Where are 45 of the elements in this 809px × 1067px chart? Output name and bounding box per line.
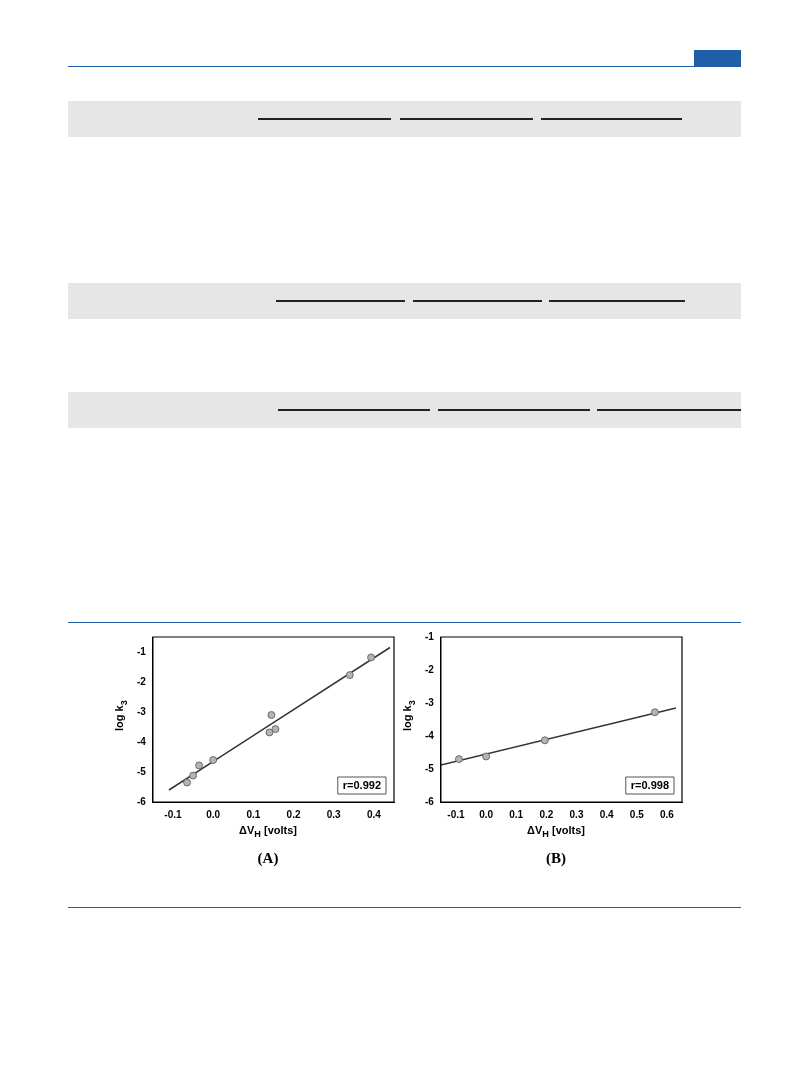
y-tick-label: -2 xyxy=(136,675,147,687)
y-tick-label: -4 xyxy=(136,735,147,747)
point xyxy=(455,755,463,763)
y-tick-label: -6 xyxy=(424,795,435,807)
x-tick-label: 0.2 xyxy=(539,808,554,820)
y-tick-label: -1 xyxy=(424,630,435,642)
text: (B) xyxy=(545,850,567,867)
text: (A) xyxy=(256,850,280,867)
x-tick-label: -0.1 xyxy=(447,808,466,820)
x-tick-label: 0.3 xyxy=(569,808,584,820)
annotation: r=0.998 xyxy=(630,779,669,792)
y-tick-label: -2 xyxy=(424,663,435,675)
x-axis-title: ΔV$_{H}$ [volts] xyxy=(526,824,586,840)
point xyxy=(367,653,375,662)
x-tick-label: 0.3 xyxy=(326,808,342,820)
x-tick-label: 0.5 xyxy=(629,808,645,820)
y-tick-label: -4 xyxy=(424,729,435,741)
point xyxy=(265,728,274,737)
x-tick-label: 0.4 xyxy=(599,808,615,820)
point xyxy=(195,761,203,770)
point xyxy=(267,711,276,719)
x-tick-label: 0.1 xyxy=(246,808,261,820)
point xyxy=(271,725,280,733)
x-tick-label: 0.4 xyxy=(366,808,382,820)
point xyxy=(540,736,549,745)
x-tick-label: 0.6 xyxy=(659,808,675,820)
point xyxy=(650,708,659,717)
x-tick-label: -0.1 xyxy=(164,808,183,820)
y-tick-label: -5 xyxy=(136,765,147,777)
y-tick-label: -3 xyxy=(136,705,147,717)
x-tick-label: 0.0 xyxy=(206,808,221,820)
y-tick-label: -1 xyxy=(136,645,147,657)
point xyxy=(183,778,191,787)
x-tick-label: 0.2 xyxy=(286,808,301,820)
x-tick-label: 0.1 xyxy=(509,808,524,820)
x-tick-label: 0.0 xyxy=(479,808,494,820)
point xyxy=(209,756,218,764)
point xyxy=(345,671,354,679)
point xyxy=(189,771,197,780)
point xyxy=(482,752,490,761)
annotation: r=0.992 xyxy=(342,779,381,792)
y-tick-label: -6 xyxy=(136,795,147,807)
x-axis-title: ΔV$_{H}$ [volts] xyxy=(238,824,298,840)
y-tick-label: -5 xyxy=(424,762,435,774)
y-tick-label: -3 xyxy=(424,696,435,708)
